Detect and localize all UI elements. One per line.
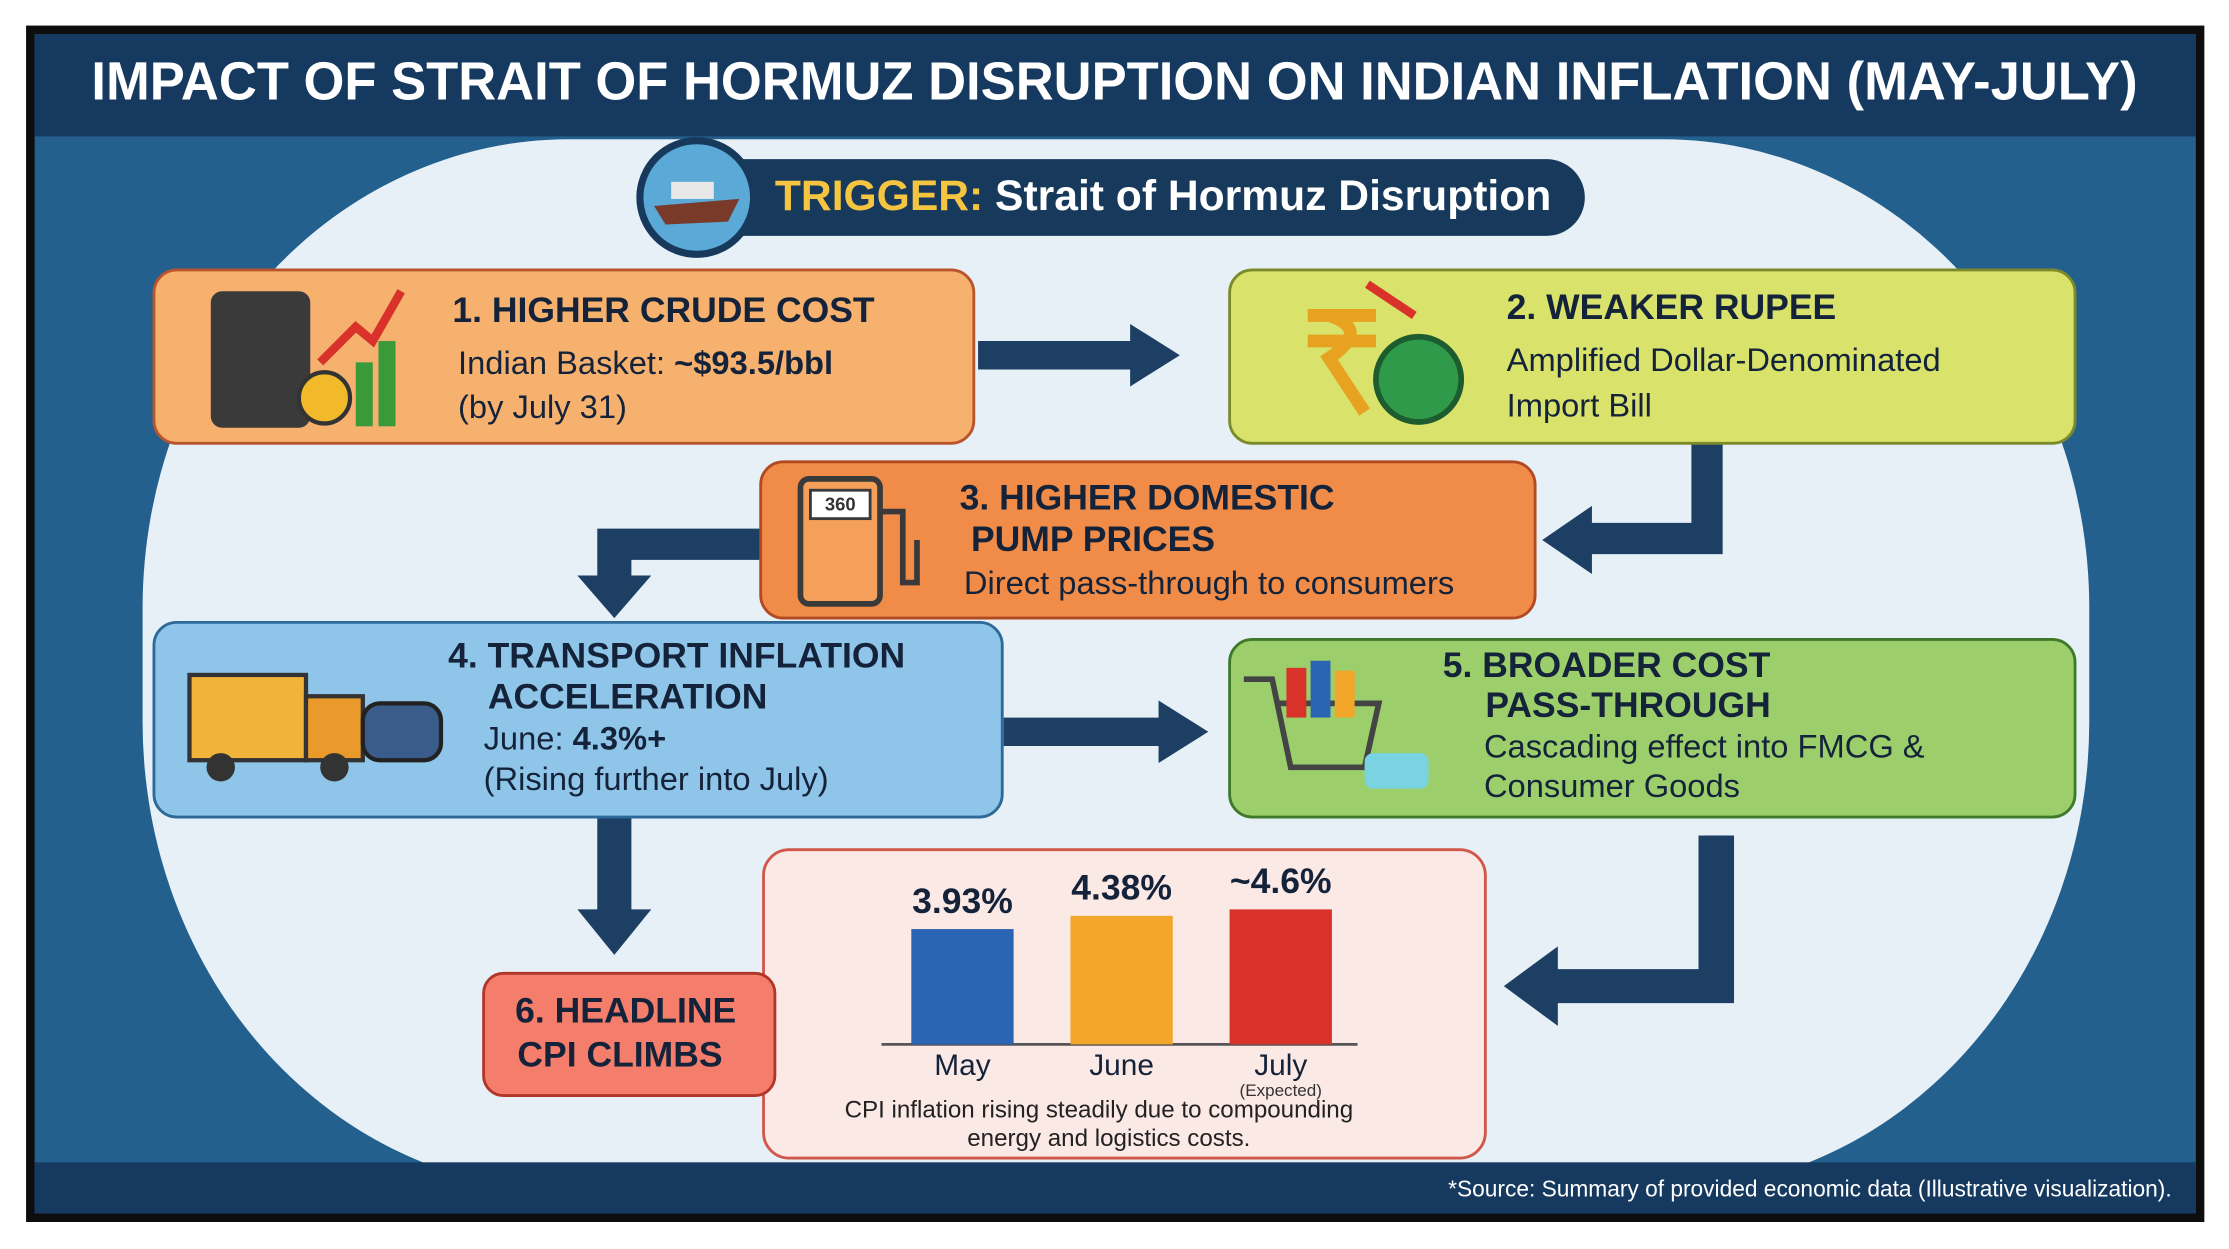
barrel-icon — [210, 291, 311, 428]
product-icon — [1286, 667, 1307, 718]
arrow — [1542, 443, 1723, 575]
step-title: 1. HIGHER CRUDE COST — [452, 290, 875, 330]
trigger-name: Strait of Hormuz Disruption — [995, 172, 1551, 220]
step-box — [759, 460, 1537, 620]
step-text: Indian Basket: ~$93.5/bbl — [458, 344, 833, 381]
step-text: (Rising further into July) — [484, 760, 829, 797]
step-box — [152, 620, 1004, 819]
chart-caption: CPI inflation rising steadily due to com… — [845, 1097, 1354, 1124]
rupee-icon — [1307, 309, 1376, 416]
step-text: June: 4.3%+ — [484, 719, 667, 756]
truck-cab — [303, 694, 365, 763]
trigger-text: TRIGGER: Strait of Hormuz Disruption — [775, 172, 1551, 220]
arrow — [577, 528, 761, 619]
step-text: Direct pass-through to consumers — [964, 564, 1454, 601]
step-title: PUMP PRICES — [971, 519, 1215, 559]
step-title: 3. HIGHER DOMESTIC — [960, 478, 1335, 518]
title-band — [34, 34, 2196, 137]
title: IMPACT OF STRAIT OF HORMUZ DISRUPTION ON… — [91, 52, 2137, 112]
arrow — [1003, 700, 1209, 764]
category-label: May — [934, 1049, 990, 1082]
value-label: 3.93% — [912, 881, 1013, 921]
arrow — [577, 818, 652, 955]
step-title: CPI CLIMBS — [517, 1035, 722, 1075]
coin-icon — [296, 370, 353, 426]
wheel — [206, 753, 235, 782]
footer-band — [34, 1162, 2196, 1214]
footnote: *Source: Summary of provided economic da… — [1448, 1176, 2172, 1202]
down-arrow-icon — [1365, 280, 1417, 319]
trigger-label: TRIGGER: — [775, 172, 983, 220]
step-title: 6. HEADLINE — [515, 991, 736, 1031]
dollar-icon — [1373, 333, 1465, 425]
step-title: PASS-THROUGH — [1485, 685, 1770, 725]
step-box — [1228, 637, 2077, 819]
bar — [1229, 909, 1332, 1045]
category-label: June — [1089, 1049, 1154, 1082]
truck-icon — [187, 672, 309, 763]
trigger-pill — [668, 159, 1585, 236]
step-text-part: June: — [484, 719, 573, 756]
bar-chart: 3.93% May 4.38% June ~4.6% July(Expected) — [911, 861, 1332, 1100]
product-icon — [1334, 670, 1355, 718]
train-icon — [360, 701, 444, 763]
product-icon — [1310, 660, 1331, 718]
step-text: Import Bill — [1507, 386, 1652, 423]
trend-icon — [317, 289, 405, 366]
bar-icon — [378, 341, 396, 427]
step-title: 2. WEAKER RUPEE — [1507, 287, 1837, 327]
step-text: Consumer Goods — [1484, 767, 1740, 804]
step-box — [482, 971, 777, 1097]
cart-icon — [1243, 676, 1383, 771]
step-text: Amplified Dollar-Denominated — [1507, 341, 1941, 378]
step-title: 4. TRANSPORT INFLATION — [448, 635, 905, 675]
wheel — [320, 753, 349, 782]
step-text: Cascading effect into FMCG & — [1484, 727, 1925, 764]
category-note: (Expected) — [1240, 1081, 1322, 1100]
value-label: ~4.6% — [1230, 861, 1332, 901]
value-label: 4.38% — [1071, 868, 1172, 908]
pump-display — [808, 488, 872, 521]
bar — [911, 929, 1014, 1045]
ship-deck — [671, 181, 714, 199]
bar — [1070, 915, 1173, 1045]
ship-hull — [654, 198, 740, 225]
step-value: 4.3%+ — [573, 719, 667, 756]
pump-display-text: 360 — [825, 494, 856, 515]
pump-hose — [880, 508, 920, 586]
step-title: 5. BROADER COST — [1443, 645, 1771, 685]
chart-caption: energy and logistics costs. — [967, 1125, 1250, 1152]
step-value: ~$93.5/bbl — [674, 344, 833, 381]
soap-icon — [1364, 753, 1429, 789]
step-text: (by July 31) — [458, 388, 627, 425]
bar-icon — [355, 362, 373, 427]
arrow — [1503, 835, 1735, 1026]
arrow — [978, 323, 1180, 387]
category-label: July — [1254, 1049, 1307, 1082]
step-title: ACCELERATION — [488, 676, 768, 716]
step-text-part: Indian Basket: — [458, 344, 674, 381]
